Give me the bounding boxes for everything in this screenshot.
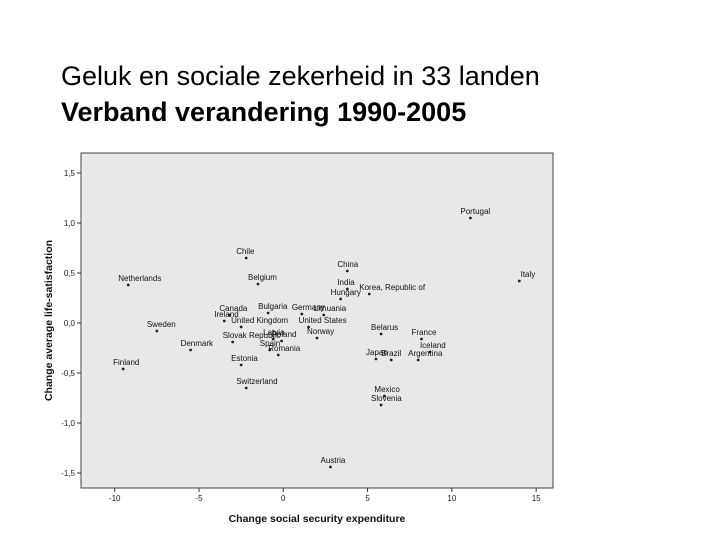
data-point bbox=[416, 358, 420, 362]
data-point bbox=[517, 279, 521, 283]
data-point bbox=[307, 325, 310, 329]
point-label: Romania bbox=[268, 344, 301, 353]
data-point bbox=[300, 312, 304, 316]
point-label: France bbox=[412, 328, 437, 337]
point-label: Lithuania bbox=[314, 304, 347, 313]
point-label: Denmark bbox=[181, 339, 214, 348]
data-point bbox=[339, 297, 342, 301]
point-label: Argentina bbox=[408, 349, 443, 358]
data-point bbox=[469, 216, 472, 220]
point-label: Belarus bbox=[371, 323, 398, 332]
y-axis-label: Change average life-satisfaction bbox=[43, 240, 55, 401]
point-label: Japan bbox=[366, 348, 388, 357]
point-label: Netherlands bbox=[118, 274, 161, 283]
data-point bbox=[126, 283, 130, 287]
y-tick-label: 0,5 bbox=[64, 269, 76, 278]
point-label: Ireland bbox=[214, 310, 238, 319]
data-point bbox=[345, 287, 349, 291]
point-label: United States bbox=[299, 316, 347, 325]
point-label: Austria bbox=[320, 456, 345, 465]
data-point bbox=[389, 358, 393, 362]
y-tick-label: -1,0 bbox=[61, 419, 75, 428]
data-point bbox=[367, 292, 371, 296]
point-label: Germany bbox=[292, 303, 325, 312]
slide-subtitle: Verband verandering 1990-2005 bbox=[61, 97, 467, 127]
data-point bbox=[189, 348, 192, 352]
point-label: Sweden bbox=[147, 320, 176, 329]
point-label: Korea, Republic of bbox=[359, 283, 426, 292]
data-point bbox=[227, 313, 231, 317]
data-point bbox=[322, 313, 326, 317]
data-point bbox=[383, 394, 386, 398]
data-point bbox=[268, 348, 272, 352]
data-point bbox=[276, 353, 280, 357]
data-point bbox=[428, 350, 432, 354]
data-point bbox=[155, 329, 159, 333]
data-point bbox=[239, 363, 243, 367]
data-point bbox=[280, 339, 283, 343]
data-point bbox=[271, 337, 275, 341]
x-tick-label: 0 bbox=[281, 494, 286, 503]
point-label: Italy bbox=[521, 270, 536, 279]
point-label: Estonia bbox=[231, 354, 258, 363]
point-label: Norway bbox=[307, 327, 334, 336]
data-point bbox=[266, 311, 270, 315]
y-tick-label: -0,5 bbox=[61, 369, 75, 378]
point-label: United Kingdom bbox=[231, 316, 288, 325]
point-label: Chile bbox=[236, 247, 255, 256]
point-label: Slovenia bbox=[371, 394, 402, 403]
point-label: Portugal bbox=[460, 207, 490, 216]
y-tick-label: 1,0 bbox=[64, 219, 76, 228]
slide-title: Geluk en sociale zekerheid in 33 landen bbox=[61, 61, 540, 91]
point-label: Switzerland bbox=[236, 377, 277, 386]
x-tick-label: -5 bbox=[195, 494, 203, 503]
data-point bbox=[244, 386, 248, 390]
y-tick-label: 1,5 bbox=[64, 169, 76, 178]
point-label: Poland bbox=[272, 330, 297, 339]
point-label: Bulgaria bbox=[258, 302, 288, 311]
point-label: India bbox=[337, 278, 355, 287]
data-point bbox=[345, 269, 349, 273]
point-label: Belgium bbox=[248, 273, 277, 282]
data-point bbox=[256, 282, 260, 286]
data-point bbox=[379, 332, 383, 336]
data-point bbox=[329, 465, 332, 469]
point-label: Finland bbox=[113, 358, 139, 367]
point-label: Brazil bbox=[381, 349, 401, 358]
point-label: Spain bbox=[260, 339, 280, 348]
plot-area bbox=[80, 152, 554, 489]
data-point bbox=[239, 325, 243, 329]
point-label: Hungary bbox=[331, 288, 361, 297]
data-point bbox=[222, 319, 226, 323]
x-axis-label: Change social security expenditure bbox=[229, 513, 406, 525]
point-label: Mexico bbox=[374, 385, 400, 394]
data-point bbox=[374, 357, 378, 361]
x-tick-label: 15 bbox=[532, 494, 541, 503]
y-tick-label: 0,0 bbox=[64, 319, 76, 328]
x-tick-label: 5 bbox=[365, 494, 370, 503]
data-point bbox=[231, 340, 235, 344]
data-point bbox=[121, 367, 125, 371]
point-label: Iceland bbox=[420, 341, 446, 350]
y-tick-label: -1,5 bbox=[61, 469, 75, 478]
point-label: China bbox=[337, 260, 358, 269]
x-tick-label: -10 bbox=[109, 494, 121, 503]
point-label: Slovak Republic bbox=[223, 331, 280, 340]
x-tick-label: 10 bbox=[447, 494, 456, 503]
data-point bbox=[379, 403, 383, 407]
data-point bbox=[244, 256, 248, 260]
point-label: Canada bbox=[219, 304, 248, 313]
data-point bbox=[315, 336, 319, 340]
data-point bbox=[420, 337, 423, 341]
point-label: Latvia bbox=[263, 328, 285, 337]
